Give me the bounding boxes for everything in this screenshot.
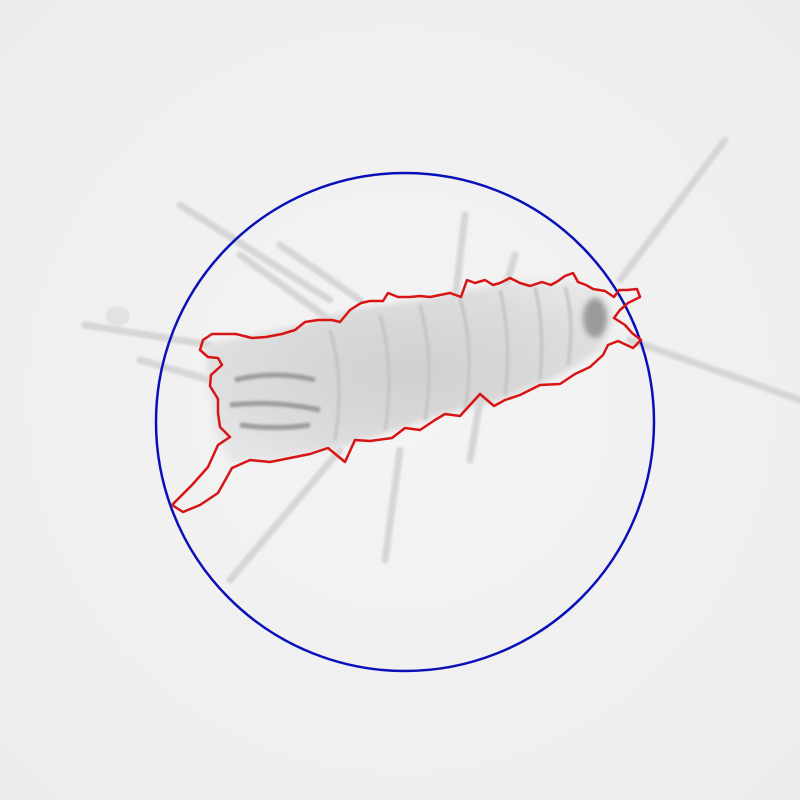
leg bbox=[81, 321, 214, 349]
specimen-body bbox=[205, 282, 615, 462]
antenna bbox=[616, 136, 729, 284]
segmentation-outline bbox=[171, 271, 643, 514]
leg bbox=[381, 446, 404, 564]
antenna bbox=[626, 336, 800, 404]
leg bbox=[451, 211, 469, 304]
leg bbox=[136, 356, 214, 384]
leg bbox=[236, 251, 334, 324]
particle bbox=[106, 306, 130, 326]
leg bbox=[226, 446, 344, 584]
leg bbox=[176, 201, 334, 304]
leg bbox=[276, 241, 364, 304]
bounding-circle bbox=[154, 171, 656, 673]
leg bbox=[466, 396, 484, 464]
specimen-legs bbox=[81, 136, 800, 584]
